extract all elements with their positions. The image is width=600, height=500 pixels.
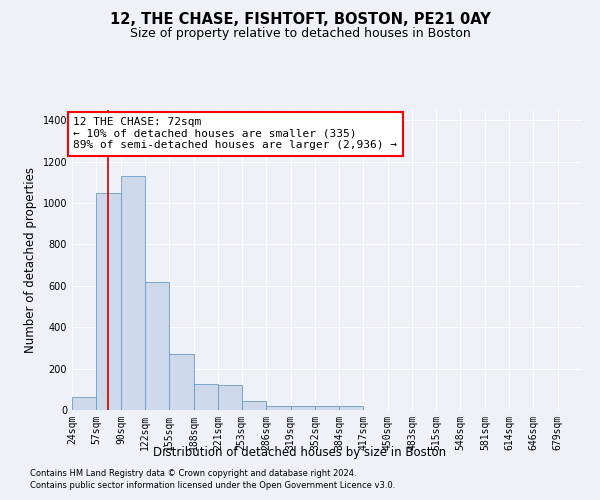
Bar xyxy=(169,354,194,410)
Bar xyxy=(121,176,145,410)
Text: 12, THE CHASE, FISHTOFT, BOSTON, PE21 0AY: 12, THE CHASE, FISHTOFT, BOSTON, PE21 0A… xyxy=(110,12,490,28)
Bar xyxy=(218,385,242,410)
Text: Contains public sector information licensed under the Open Government Licence v3: Contains public sector information licen… xyxy=(30,481,395,490)
Bar xyxy=(72,396,97,410)
Bar xyxy=(242,400,266,410)
Bar xyxy=(266,406,290,410)
Bar xyxy=(145,282,169,410)
Y-axis label: Number of detached properties: Number of detached properties xyxy=(24,167,37,353)
Bar xyxy=(194,384,218,410)
Text: 12 THE CHASE: 72sqm
← 10% of detached houses are smaller (335)
89% of semi-detac: 12 THE CHASE: 72sqm ← 10% of detached ho… xyxy=(73,117,397,150)
Bar xyxy=(339,406,364,410)
Bar xyxy=(290,406,315,410)
Text: Size of property relative to detached houses in Boston: Size of property relative to detached ho… xyxy=(130,28,470,40)
Text: Distribution of detached houses by size in Boston: Distribution of detached houses by size … xyxy=(154,446,446,459)
Bar xyxy=(97,193,121,410)
Text: Contains HM Land Registry data © Crown copyright and database right 2024.: Contains HM Land Registry data © Crown c… xyxy=(30,468,356,477)
Bar xyxy=(315,406,340,410)
